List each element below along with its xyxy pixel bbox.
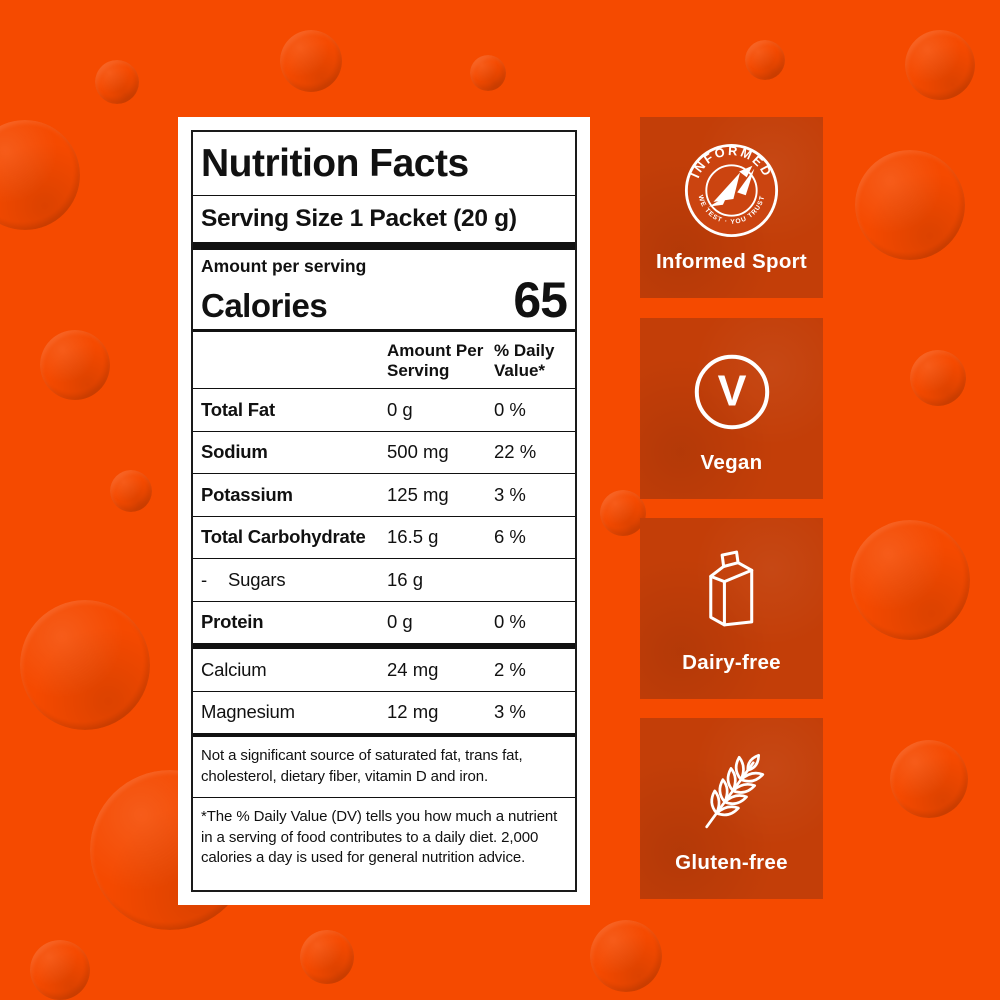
wheat-ear-icon — [689, 744, 775, 839]
water-droplet — [590, 920, 662, 992]
nutrient-amount: 16 g — [387, 568, 424, 590]
nutrient-row-magnesium: Magnesium 12 mg 3 % — [193, 692, 575, 738]
nutrient-amount: 0 g — [387, 398, 413, 420]
calories-label: Calories — [201, 286, 328, 324]
water-droplet — [30, 940, 90, 1000]
nutrient-name: Total Carbohydrate — [201, 526, 366, 548]
badge-gluten-free: Gluten-free — [640, 718, 823, 899]
nutrient-dv: 6 % — [494, 526, 526, 548]
badge-label: Informed Sport — [655, 250, 808, 273]
water-droplet — [40, 330, 110, 400]
nutrient-name: Protein — [201, 611, 264, 633]
nutrient-name: Sodium — [201, 441, 268, 463]
badge-vegan: V Vegan — [640, 318, 823, 499]
badge-label: Dairy-free — [682, 651, 781, 674]
nutrient-amount: 125 mg — [387, 483, 449, 505]
divider — [193, 194, 575, 197]
nutrient-name: - Sugars — [201, 568, 286, 590]
serving-size-text: Serving Size 1 Packet (20 g) — [201, 205, 517, 233]
water-droplet — [300, 930, 354, 984]
thick-divider — [193, 242, 575, 251]
nutrient-dv: 2 % — [494, 658, 526, 680]
nutrient-row-sugars: - Sugars 16 g — [193, 559, 575, 602]
nutrient-name: Magnesium — [201, 701, 295, 723]
header-amount-per-serving: Amount Per Serving — [387, 340, 484, 380]
nutrient-row-calcium: Calcium 24 mg 2 % — [193, 649, 575, 692]
nutrition-facts-panel: Nutrition Facts Serving Size 1 Packet (2… — [178, 117, 590, 905]
sub-item-dash: - — [201, 568, 207, 590]
water-droplet — [20, 600, 150, 730]
water-droplet — [850, 520, 970, 640]
nutrient-row-total-fat: Total Fat 0 g 0 % — [193, 389, 575, 432]
water-droplet — [905, 30, 975, 100]
water-droplet — [95, 60, 139, 104]
milk-carton-icon — [694, 544, 770, 639]
water-droplet — [890, 740, 968, 818]
nutrition-facts-title: Nutrition Facts — [201, 142, 469, 185]
nutrient-dv: 22 % — [494, 441, 537, 463]
nutrient-name: Total Fat — [201, 398, 275, 420]
informed-sport-seal-icon: INFORMED WE TEST · YOU TRUST — [684, 143, 779, 238]
nutrient-row-sodium: Sodium 500 mg 22 % — [193, 432, 575, 475]
badge-label: Gluten-free — [675, 851, 788, 874]
footnote-not-significant: Not a significant source of saturated fa… — [201, 747, 523, 785]
header-percent-daily-value: % Daily Value* — [494, 340, 555, 380]
nutrient-amount: 0 g — [387, 611, 413, 633]
svg-text:V: V — [717, 367, 746, 415]
nutrition-facts-box: Nutrition Facts Serving Size 1 Packet (2… — [191, 130, 577, 892]
nutrient-amount: 500 mg — [387, 441, 449, 463]
calories-value: 65 — [513, 271, 568, 328]
nutrient-name: Calcium — [201, 658, 267, 680]
nutrient-name: Potassium — [201, 483, 293, 505]
nutrient-row-potassium: Potassium 125 mg 3 % — [193, 474, 575, 517]
header-spacer — [193, 341, 387, 381]
nutrient-row-total-carbohydrate: Total Carbohydrate 16.5 g 6 % — [193, 517, 575, 560]
nutrient-dv: 3 % — [494, 701, 526, 723]
nutrient-dv: 0 % — [494, 398, 526, 420]
nutrient-amount: 24 mg — [387, 658, 439, 680]
medium-divider — [193, 328, 575, 332]
divider — [193, 796, 575, 799]
divider — [193, 387, 575, 390]
badge-dairy-free: Dairy-free — [640, 518, 823, 699]
calories-block: Amount per serving Calories 65 — [193, 250, 575, 328]
badge-label: Vegan — [700, 451, 763, 474]
water-droplet — [470, 55, 506, 91]
nutrient-amount: 16.5 g — [387, 526, 439, 548]
amount-per-serving-label: Amount per serving — [201, 256, 367, 277]
nutrient-amount: 12 mg — [387, 701, 439, 723]
badge-informed-sport: INFORMED WE TEST · YOU TRUST Informed Sp… — [640, 117, 823, 298]
water-droplet — [0, 120, 80, 230]
water-droplet — [280, 30, 342, 92]
nutrient-row-protein: Protein 0 g 0 % — [193, 602, 575, 650]
nutrient-dv: 0 % — [494, 611, 526, 633]
nutrient-dv: 3 % — [494, 483, 526, 505]
water-droplet — [855, 150, 965, 260]
footnote-daily-value: *The % Daily Value (DV) tells you how mu… — [201, 808, 558, 867]
vegan-circle-v-icon: V — [692, 344, 772, 439]
water-droplet — [910, 350, 966, 406]
water-droplet — [745, 40, 785, 80]
water-droplet — [110, 470, 152, 512]
nutrient-table-header: Amount Per Serving % Daily Value* — [193, 332, 575, 388]
